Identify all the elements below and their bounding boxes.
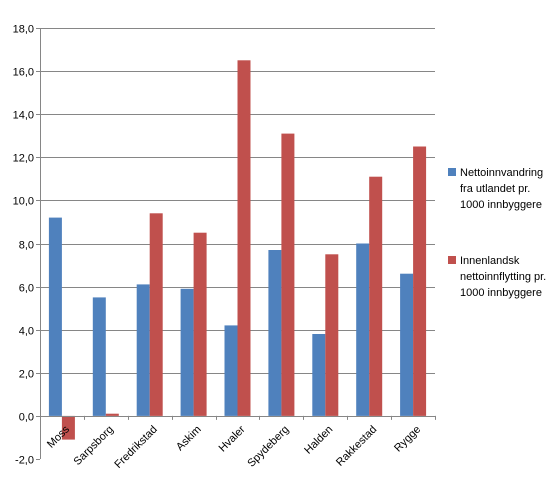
y-tick-label: 14,0 (13, 110, 34, 122)
bar-nettoinnvandring-hvaler (224, 325, 238, 416)
bar-innenlandsk-moss (61, 415, 75, 440)
x-tick-label: Spydeberg (245, 424, 291, 470)
x-tick-label: Fredrikstad (112, 424, 159, 471)
bar-nettoinnvandring-rygge (400, 273, 414, 416)
legend-swatch (448, 168, 456, 176)
bar-nettoinnvandring-halden (312, 334, 326, 416)
legend-swatch (448, 256, 456, 264)
legend-label: nettoinnflytting pr. (460, 271, 546, 283)
y-tick-label: 12,0 (13, 153, 34, 165)
bars (48, 60, 427, 440)
y-tick-label: 4,0 (19, 326, 34, 338)
x-tick-label: Askim (174, 424, 204, 454)
legend-label: Nettoinnvandring (460, 167, 543, 179)
bar-nettoinnvandring-fredrikstad (136, 284, 150, 416)
x-tick-label: Sarpsborg (72, 424, 116, 468)
y-axis-ticks: -2,0 0,0 2,0 4,0 6,0 8,0 10,0 12,0 14,0 16,0 18,0 (13, 24, 40, 467)
x-tick-label: Rygge (392, 424, 423, 455)
bar-innenlandsk-askim (193, 232, 207, 416)
bar-innenlandsk-fredrikstad (149, 213, 163, 416)
y-tick-label: 16,0 (13, 67, 34, 79)
legend-label: 1000 innbyggere (460, 287, 542, 299)
bar-innenlandsk-sarpsborg (105, 413, 119, 416)
x-tick-label: Rakkestad (334, 424, 379, 469)
bar-innenlandsk-rakkestad (369, 176, 383, 416)
x-tick-label: Halden (302, 424, 335, 457)
legend: Nettoinnvandring fra utlandet pr. 1000 inn… (448, 167, 546, 299)
legend-label: Innenlandsk (460, 255, 520, 267)
bar-nettoinnvandring-spydeberg (268, 250, 282, 416)
legend-label: fra utlandet pr. (460, 183, 530, 195)
bar-nettoinnvandring-askim (180, 288, 194, 416)
bar-innenlandsk-hvaler (237, 60, 251, 416)
bar-innenlandsk-spydeberg (281, 133, 295, 416)
y-tick-label: 10,0 (13, 196, 34, 208)
x-tick-label: Hvaler (217, 423, 248, 454)
y-tick-label: 2,0 (19, 369, 34, 381)
y-tick-label: 0,0 (19, 412, 34, 424)
axes (40, 28, 436, 459)
legend-label: 1000 innbyggere (460, 199, 542, 211)
bar-nettoinnvandring-rakkestad (356, 243, 370, 416)
bar-nettoinnvandring-sarpsborg (92, 297, 106, 416)
bar-innenlandsk-halden (325, 254, 339, 416)
y-tick-label: -2,0 (15, 455, 34, 467)
y-tick-label: 6,0 (19, 283, 34, 295)
bar-innenlandsk-rygge (413, 146, 427, 416)
bar-nettoinnvandring-moss (48, 217, 62, 416)
y-tick-label: 8,0 (19, 240, 34, 252)
y-tick-label: 18,0 (13, 24, 34, 36)
